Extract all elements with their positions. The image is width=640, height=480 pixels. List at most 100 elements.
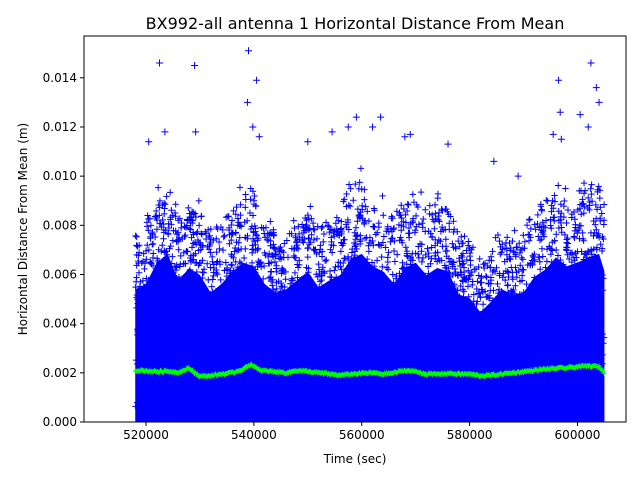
blue-point [568, 258, 576, 266]
blue-point [552, 246, 560, 254]
blue-point [198, 230, 205, 237]
blue-point [241, 320, 248, 327]
blue-point [158, 223, 165, 231]
y-tick-label: 0.004 [43, 317, 77, 331]
blue-point [540, 274, 548, 281]
blue-point [534, 220, 541, 228]
blue-point [406, 230, 413, 237]
blue-point [572, 337, 579, 345]
blue-point [266, 325, 273, 332]
blue-point [361, 235, 369, 242]
blue-point [490, 355, 497, 363]
blue-point [530, 357, 537, 365]
blue-point [301, 378, 308, 385]
blue-point [591, 329, 599, 337]
blue-point [436, 272, 443, 279]
blue-point [207, 249, 214, 256]
blue-point [252, 231, 260, 238]
blue-point [167, 318, 174, 325]
x-tick-label: 560000 [339, 428, 385, 442]
blue-point [326, 273, 334, 281]
blue-point [463, 379, 470, 386]
blue-point [369, 269, 376, 277]
blue-point [468, 327, 475, 334]
blue-point [441, 349, 449, 357]
blue-point [458, 240, 466, 247]
blue-point [511, 227, 518, 234]
blue-point [421, 272, 429, 279]
blue-outlier-point [304, 138, 312, 146]
blue-point [443, 264, 450, 272]
blue-point [268, 251, 276, 258]
blue-point [536, 266, 544, 273]
blue-point [422, 280, 430, 288]
blue-point [292, 290, 300, 297]
blue-point [553, 231, 560, 238]
blue-point [418, 376, 426, 384]
blue-point [422, 206, 429, 213]
blue-point [517, 246, 525, 254]
blue-point [488, 344, 495, 352]
blue-point [550, 393, 558, 400]
blue-point [493, 264, 500, 271]
blue-point [561, 331, 569, 338]
blue-outlier-point [249, 123, 257, 131]
blue-point [169, 253, 176, 260]
blue-point [391, 379, 398, 387]
blue-point [314, 223, 321, 230]
blue-point [456, 322, 463, 329]
blue-point [335, 359, 343, 367]
blue-point [318, 311, 325, 318]
blue-point [362, 331, 370, 339]
blue-point [510, 296, 517, 303]
blue-point [244, 293, 251, 300]
blue-point [226, 354, 234, 362]
blue-point [345, 321, 352, 328]
blue-point [196, 385, 204, 392]
blue-point [146, 312, 153, 320]
blue-point [152, 281, 159, 288]
blue-point [213, 248, 220, 256]
blue-point [295, 230, 303, 238]
blue-point [378, 269, 385, 277]
blue-point [159, 409, 166, 416]
blue-point [443, 309, 450, 317]
blue-point [573, 300, 581, 308]
blue-point [311, 226, 318, 234]
blue-point [152, 312, 160, 319]
blue-point [572, 250, 579, 257]
blue-outlier-point [192, 128, 200, 136]
blue-point [194, 343, 201, 350]
blue-point [412, 396, 419, 404]
blue-point [572, 221, 579, 228]
blue-point [431, 225, 438, 232]
blue-point [551, 192, 558, 199]
blue-point [447, 304, 455, 312]
blue-point [480, 264, 488, 272]
blue-point [423, 327, 431, 334]
blue-point [350, 197, 357, 204]
blue-point [394, 290, 402, 298]
blue-point [446, 270, 453, 277]
blue-point [400, 218, 407, 225]
blue-point [399, 265, 407, 273]
blue-point [161, 340, 168, 348]
blue-point [169, 269, 177, 276]
blue-point [200, 292, 207, 299]
blue-point [565, 381, 572, 388]
blue-point [431, 304, 438, 312]
blue-point [318, 376, 325, 384]
blue-point [445, 255, 453, 262]
blue-point [216, 245, 223, 253]
blue-point [270, 241, 277, 248]
blue-point [197, 349, 204, 357]
blue-point [335, 295, 342, 302]
blue-point [166, 245, 173, 252]
blue-point [361, 186, 368, 193]
blue-outlier-point [244, 47, 252, 55]
blue-point [419, 286, 426, 293]
blue-outlier-point [514, 172, 522, 180]
blue-point [180, 280, 188, 287]
blue-point [530, 340, 537, 347]
blue-point [308, 326, 315, 333]
